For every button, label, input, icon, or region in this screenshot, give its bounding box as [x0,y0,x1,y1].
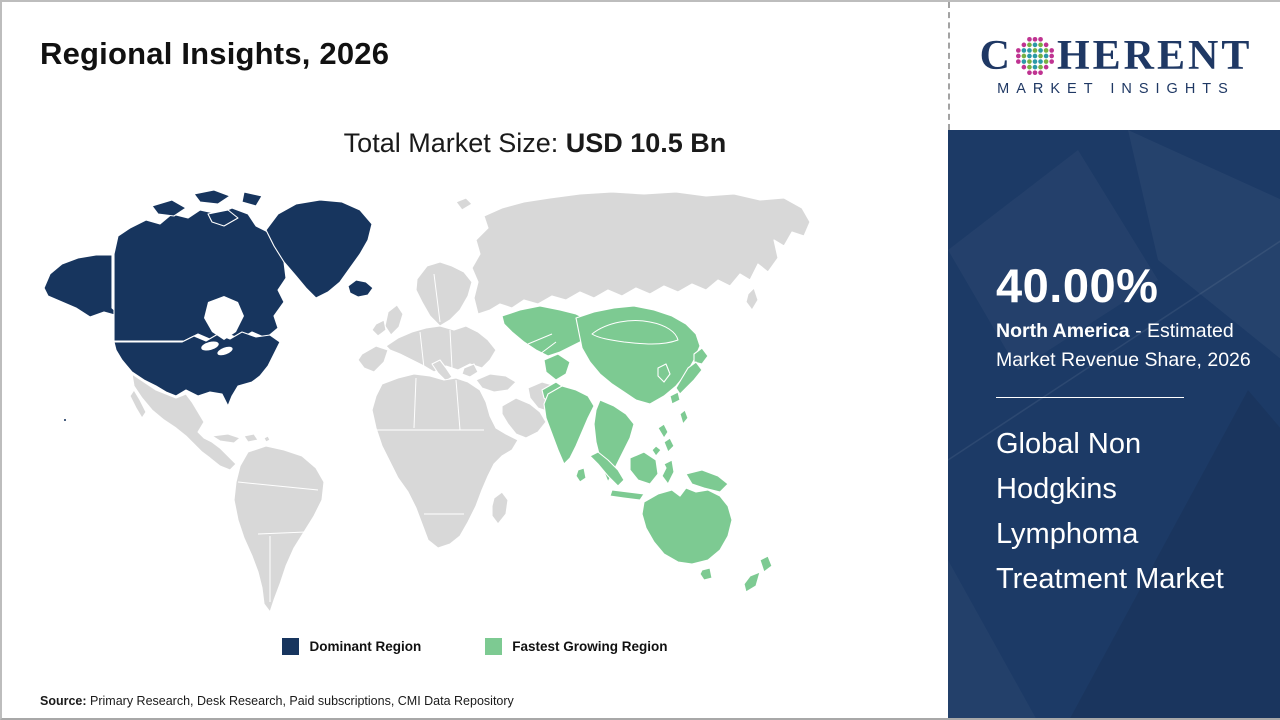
brand-letters-rest: HERENT [1056,33,1253,79]
main-area: Regional Insights, 2026 Total Market Siz… [2,2,948,718]
stat-desc-text: - Estimated Market Revenue Share, 2026 [996,320,1251,371]
brand-subtitle: MARKET INSIGHTS [997,81,1235,97]
map-region-asia-pacific [501,305,773,593]
total-market-size-value: USD 10.5 Bn [565,128,727,158]
coherent-globe-icon [1015,37,1054,75]
map-legend: Dominant Region Fastest Growing Region [2,638,948,655]
world-map-svg [43,189,811,613]
legend-swatch-fastest [485,638,503,655]
source-text: Primary Research, Desk Research, Paid su… [86,694,514,708]
stat-description: North America - Estimated Market Revenue… [996,317,1258,375]
brand-letter-c: C [979,33,1013,79]
stat-value: 40.00% [996,259,1159,312]
legend-swatch-dominant [282,638,300,655]
map-region-north-america [43,189,374,423]
sidebar-panel: 40.00% North America - Estimated Market … [948,130,1280,718]
stat-region: North America [996,320,1130,342]
map-region-rest-of-world [129,191,811,613]
panel-divider [996,397,1184,398]
sidebar: C HERENT MARKET INSIGHTS [948,2,1280,718]
page-title: Regional Insights, 2026 [40,36,390,71]
total-market-size-label: Total Market Size: [343,128,566,158]
market-name: Global Non Hodgkins Lymphoma Treatment M… [996,428,1224,595]
source-label: Source: [40,694,87,708]
legend-label-dominant: Dominant Region [309,639,422,654]
brand-wordmark: C HERENT [980,35,1253,77]
world-map [32,184,832,624]
brand-logo: C HERENT MARKET INSIGHTS [948,2,1280,130]
panel-watermark-pattern [948,130,1280,718]
panel-content: 40.00% North America - Estimated Market … [948,130,1280,602]
total-market-size: Total Market Size: USD 10.5 Bn [2,128,948,159]
legend-item-fastest: Fastest Growing Region [485,638,668,655]
legend-label-fastest: Fastest Growing Region [512,639,668,654]
source-line: Source: Primary Research, Desk Research,… [40,694,514,708]
legend-item-dominant: Dominant Region [282,638,421,655]
map-water-overlays [201,296,244,356]
